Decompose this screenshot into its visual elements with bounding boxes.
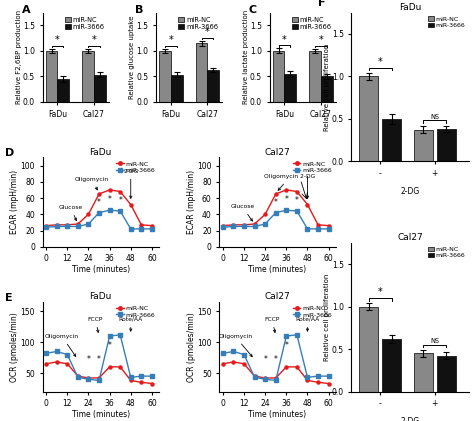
- Text: F: F: [319, 0, 326, 8]
- Text: *: *: [284, 341, 288, 350]
- Bar: [359, 76, 378, 161]
- Legend: miR-NC, miR-3666: miR-NC, miR-3666: [428, 246, 466, 259]
- Bar: [82, 51, 94, 102]
- X-axis label: Time (minutes): Time (minutes): [248, 410, 307, 418]
- Text: A: A: [21, 5, 30, 16]
- Text: *: *: [205, 27, 210, 37]
- Text: D: D: [6, 149, 15, 158]
- Text: *: *: [284, 195, 288, 204]
- Text: Glucose: Glucose: [59, 205, 83, 221]
- Legend: miR-NC, miR-3666: miR-NC, miR-3666: [428, 16, 466, 29]
- Title: Cal27: Cal27: [264, 148, 291, 157]
- Bar: [159, 51, 171, 102]
- Text: *: *: [274, 355, 278, 364]
- Bar: [382, 119, 401, 161]
- Text: B: B: [135, 5, 144, 16]
- Y-axis label: OCR (pmoles/min): OCR (pmoles/min): [10, 312, 19, 382]
- Title: Cal27: Cal27: [398, 233, 423, 242]
- Y-axis label: ECAR (mpH/min): ECAR (mpH/min): [10, 170, 19, 234]
- Text: 2-DG: 2-DG: [401, 417, 420, 421]
- Text: *: *: [87, 355, 91, 364]
- Bar: [413, 353, 433, 392]
- Title: FaDu: FaDu: [399, 3, 421, 12]
- Bar: [208, 70, 219, 102]
- Y-axis label: Relative lactate production: Relative lactate production: [243, 10, 248, 104]
- Bar: [437, 129, 456, 161]
- Text: C: C: [248, 5, 257, 16]
- Legend: miR-NC, miR-3666: miR-NC, miR-3666: [116, 160, 156, 173]
- Bar: [382, 339, 401, 392]
- Text: *: *: [263, 355, 267, 364]
- Text: NS: NS: [430, 114, 439, 120]
- Bar: [321, 77, 333, 102]
- Text: Glucose: Glucose: [230, 204, 255, 221]
- Bar: [57, 79, 69, 102]
- Text: *: *: [108, 341, 111, 350]
- X-axis label: Time (minutes): Time (minutes): [72, 410, 130, 418]
- Legend: miR-NC, miR-3666: miR-NC, miR-3666: [292, 305, 333, 318]
- Text: *: *: [97, 355, 101, 364]
- Text: Oligomycin: Oligomycin: [218, 334, 252, 357]
- Title: Cal27: Cal27: [264, 293, 291, 301]
- X-axis label: Time (minutes): Time (minutes): [72, 265, 130, 274]
- Text: *: *: [108, 195, 111, 204]
- Y-axis label: Relative glucose uptake: Relative glucose uptake: [129, 16, 135, 99]
- Text: 2-DG: 2-DG: [401, 187, 420, 196]
- Text: *: *: [378, 287, 383, 297]
- Text: FCCP: FCCP: [264, 317, 280, 333]
- X-axis label: Time (minutes): Time (minutes): [248, 265, 307, 274]
- Bar: [284, 74, 296, 102]
- Text: Rote/AA: Rote/AA: [118, 317, 143, 331]
- Bar: [359, 306, 378, 392]
- Text: *: *: [319, 35, 323, 45]
- Title: FaDu: FaDu: [90, 148, 112, 157]
- Legend: miR-NC, miR-3666: miR-NC, miR-3666: [291, 16, 332, 30]
- Text: *: *: [282, 35, 287, 45]
- Bar: [437, 356, 456, 392]
- Text: *: *: [168, 35, 173, 45]
- Legend: miR-NC, miR-3666: miR-NC, miR-3666: [116, 305, 156, 318]
- Text: E: E: [6, 293, 13, 303]
- Text: NS: NS: [430, 338, 439, 344]
- Bar: [196, 43, 208, 102]
- Text: *: *: [274, 197, 278, 207]
- Y-axis label: OCR (pmoles/min): OCR (pmoles/min): [187, 312, 196, 382]
- Text: FCCP: FCCP: [88, 317, 103, 333]
- Title: FaDu: FaDu: [90, 293, 112, 301]
- Text: Oligomycin: Oligomycin: [75, 177, 109, 190]
- Y-axis label: Relative F2,6BP production: Relative F2,6BP production: [16, 10, 21, 104]
- Y-axis label: ECAR (mpH/min): ECAR (mpH/min): [187, 170, 196, 234]
- Bar: [94, 75, 106, 102]
- Text: *: *: [91, 35, 96, 45]
- Text: Oligomycin 2-DG: Oligomycin 2-DG: [264, 174, 316, 190]
- Text: *: *: [295, 196, 299, 205]
- Bar: [171, 75, 182, 102]
- Text: 2-DG: 2-DG: [123, 169, 138, 198]
- Legend: miR-NC, miR-3666: miR-NC, miR-3666: [177, 16, 219, 30]
- Text: Oligomycin: Oligomycin: [45, 334, 79, 357]
- Bar: [309, 51, 321, 102]
- Legend: miR-NC, miR-3666: miR-NC, miR-3666: [292, 160, 333, 173]
- Text: *: *: [97, 197, 101, 207]
- Text: *: *: [55, 35, 60, 45]
- Y-axis label: Relative cell proliferation: Relative cell proliferation: [324, 274, 330, 361]
- Bar: [273, 51, 284, 102]
- Bar: [46, 51, 57, 102]
- Text: *: *: [378, 57, 383, 67]
- Legend: miR-NC, miR-3666: miR-NC, miR-3666: [64, 16, 105, 30]
- Text: Rote/AA: Rote/AA: [295, 317, 319, 331]
- Text: *: *: [118, 196, 122, 205]
- Y-axis label: Relative cell proliferation: Relative cell proliferation: [324, 43, 330, 131]
- Bar: [413, 130, 433, 161]
